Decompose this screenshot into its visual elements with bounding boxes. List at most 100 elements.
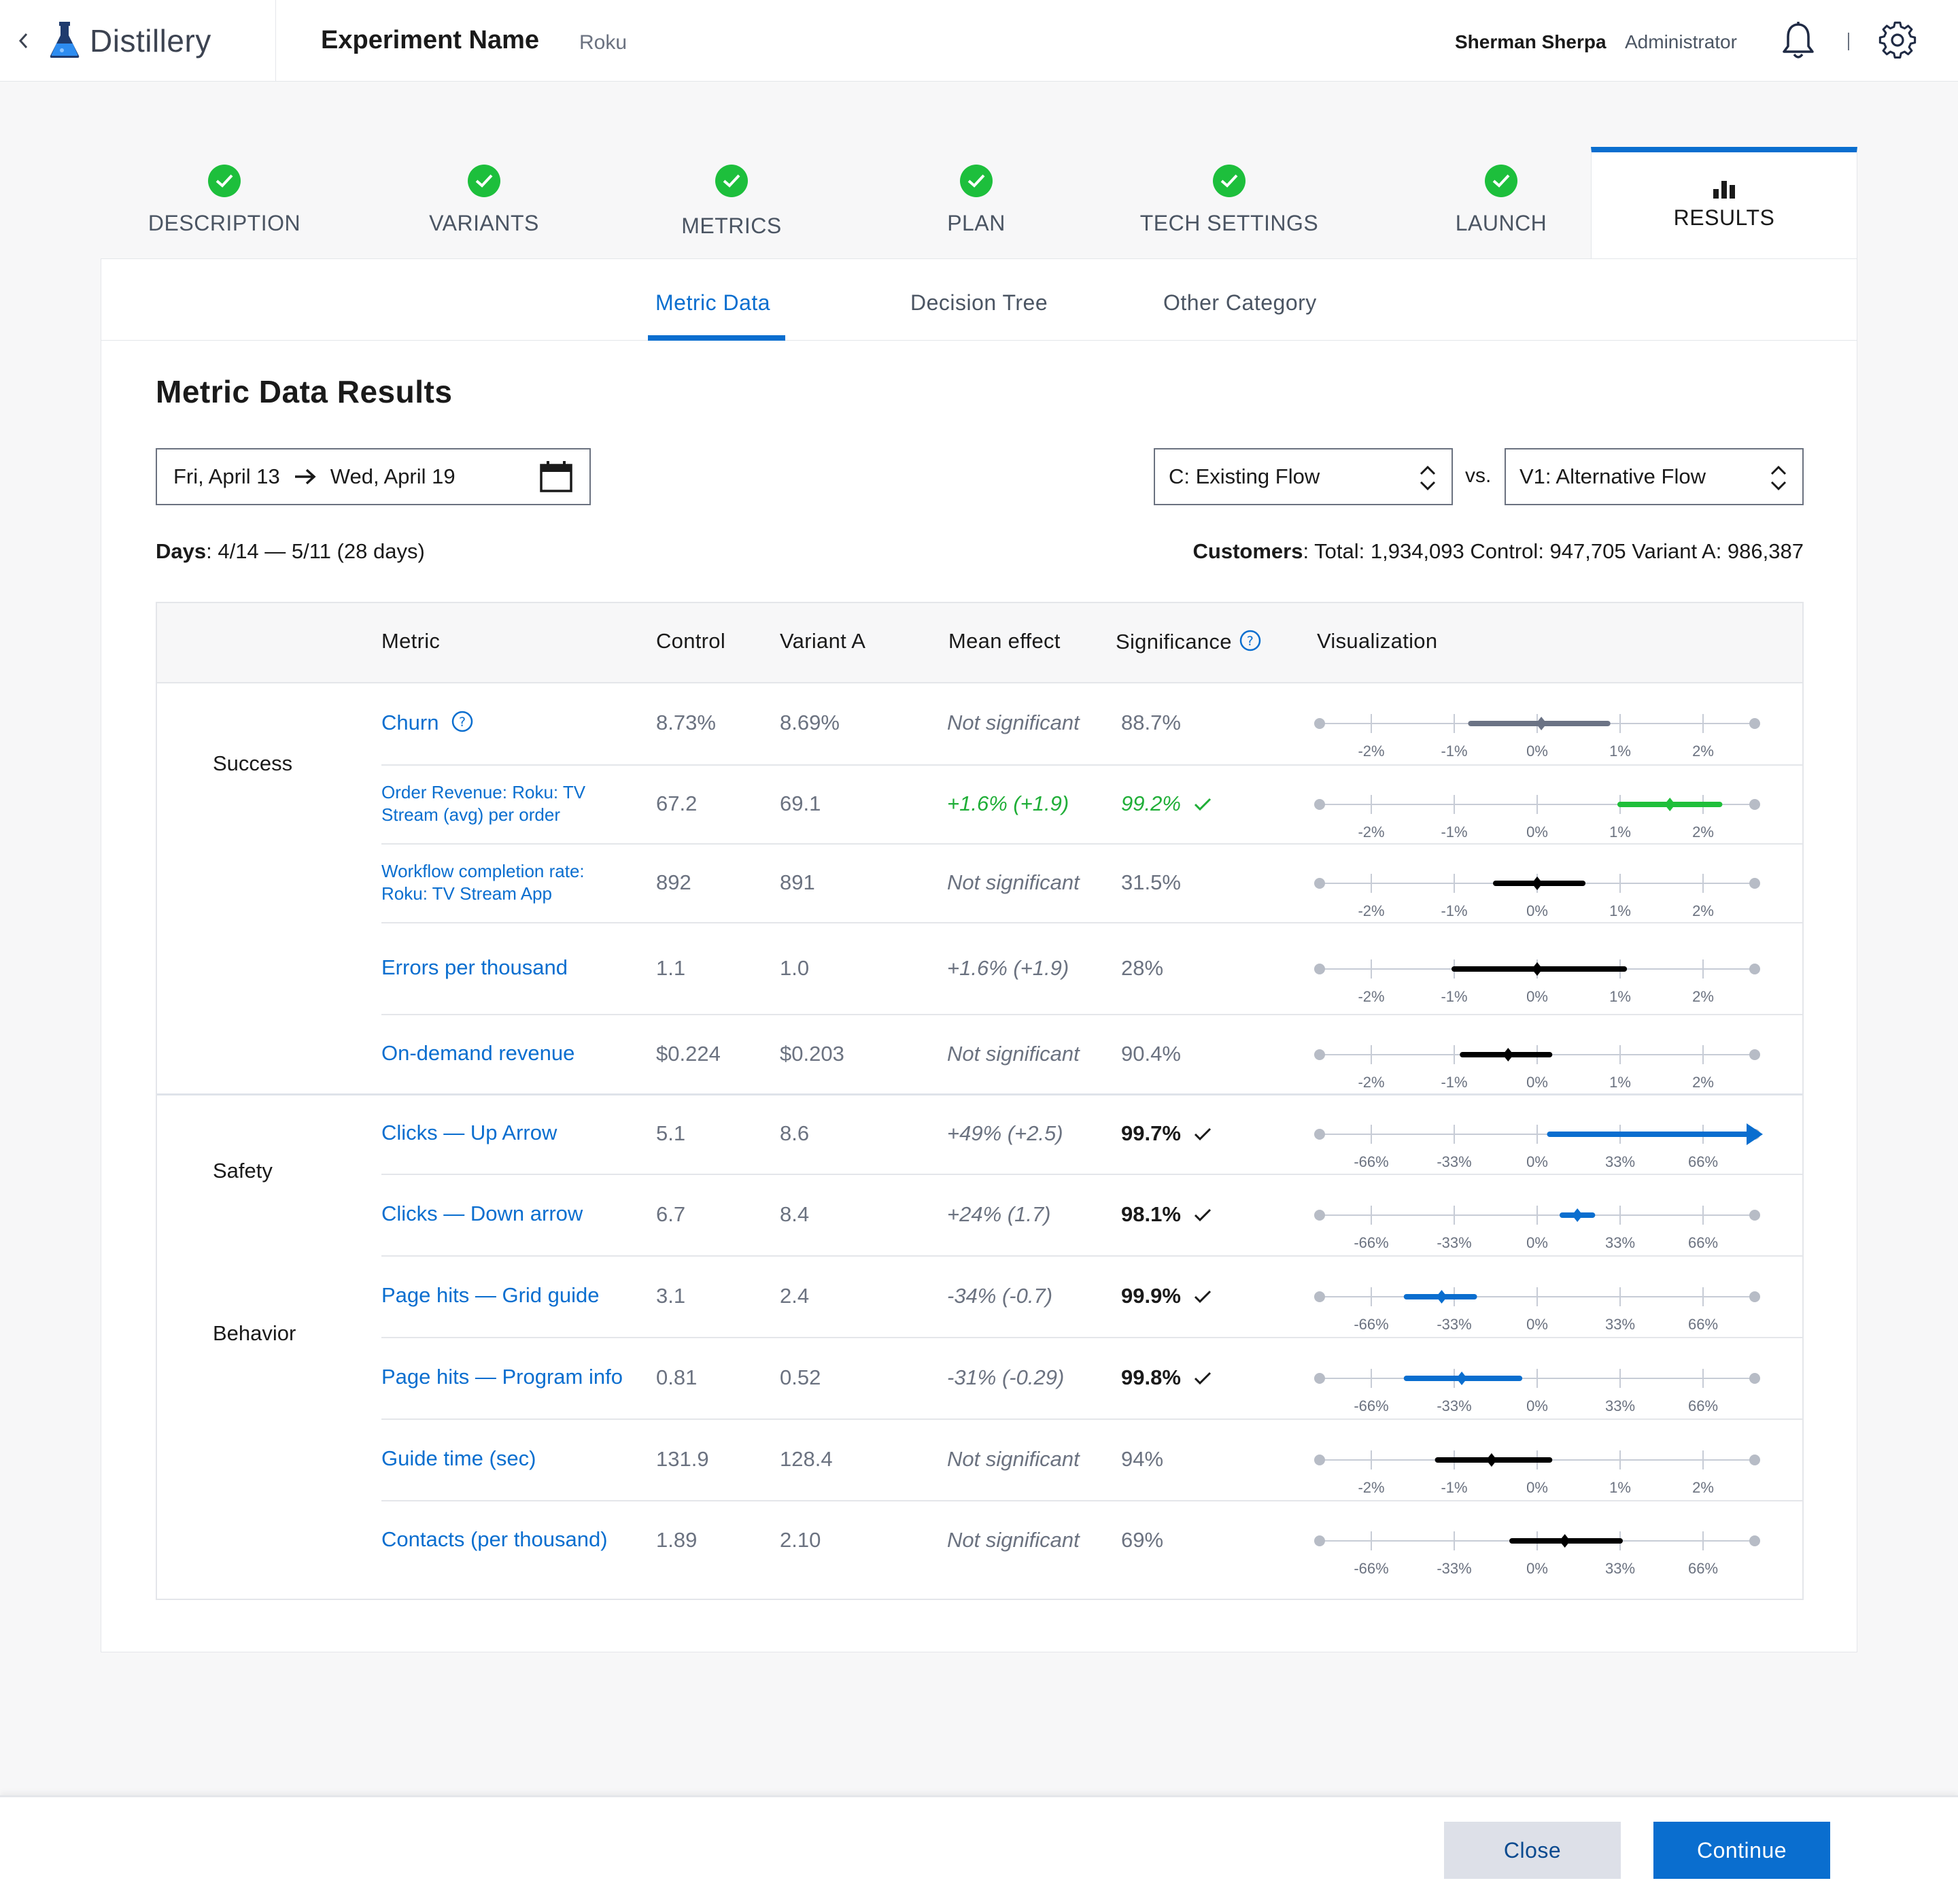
significance-value: 98.1%: [1121, 1202, 1212, 1228]
metric-name: Contacts (per thousand): [381, 1527, 608, 1551]
wizard-steps: DESCRIPTION VARIANTS METRICS PLAN TECH S…: [101, 147, 1857, 260]
days-label: Days: [156, 539, 207, 563]
variant-select-value: V1: Alternative Flow: [1519, 464, 1706, 488]
vs-label: vs.: [1465, 464, 1492, 487]
step-metrics[interactable]: METRICS: [608, 147, 855, 260]
metric-link[interactable]: Order Revenue: Roku: TV Stream (avg) per…: [381, 781, 626, 826]
checkmark-icon: [1193, 1285, 1212, 1310]
mean-point: [1502, 1047, 1514, 1061]
axis-tick-label: -66%: [1354, 1153, 1388, 1170]
page-title: Metric Data Results: [156, 374, 453, 409]
close-button[interactable]: Close: [1444, 1822, 1621, 1879]
date-range-picker[interactable]: Fri, April 13 Wed, April 19: [156, 448, 591, 505]
axis-endpoint: [1314, 718, 1325, 729]
step-tech-settings[interactable]: TECH SETTINGS: [1093, 147, 1365, 260]
axis-tick-label: 0%: [1526, 1074, 1548, 1091]
axis-tick-label: -33%: [1437, 1234, 1471, 1251]
significance-value: 99.8%: [1121, 1365, 1212, 1391]
mean-effect-value: Not significant: [947, 1528, 1080, 1552]
significance-value: 31.5%: [1121, 870, 1181, 895]
metric-name: Guide time (sec): [381, 1446, 536, 1470]
axis-tick-label: 1%: [1609, 902, 1631, 919]
axis-tick-label: 0%: [1526, 988, 1548, 1005]
effect-visualization: -66% -33% 0% 33% 66%: [1314, 1206, 1760, 1251]
table-row: Clicks — Up Arrow 5.1 8.6 +49% (+2.5) 99.7% -…: [157, 1094, 1802, 1174]
row-divider: [381, 764, 1804, 766]
metric-link[interactable]: Churn?: [381, 710, 474, 738]
axis-tick-label: 0%: [1526, 1234, 1548, 1251]
row-divider: [381, 1174, 1804, 1175]
significance-value: 99.2%: [1121, 792, 1212, 817]
control-value: 3.1: [656, 1284, 686, 1308]
axis-tick-label: 33%: [1605, 1153, 1635, 1170]
metric-link[interactable]: Contacts (per thousand): [381, 1527, 608, 1552]
axis-endpoint: [1749, 963, 1760, 974]
mean-point: [1532, 877, 1543, 890]
axis-tick-label: 66%: [1688, 1234, 1718, 1251]
metric-link[interactable]: Clicks — Down arrow: [381, 1202, 583, 1226]
step-launch[interactable]: LAUNCH: [1377, 147, 1625, 260]
axis-tick-label: 66%: [1688, 1153, 1718, 1170]
help-circle-icon[interactable]: ?: [1239, 629, 1262, 658]
axis-endpoint: [1749, 1455, 1760, 1465]
continue-button[interactable]: Continue: [1653, 1822, 1830, 1879]
metric-name: Workflow completion rate: Roku: TV Strea…: [381, 861, 585, 904]
metric-link[interactable]: On-demand revenue: [381, 1041, 574, 1066]
app-logo[interactable]: Distillery: [49, 19, 211, 63]
header-metric: Metric: [381, 629, 441, 653]
control-value: 1.1: [656, 955, 686, 980]
experiment-subtitle: Roku: [579, 31, 628, 54]
axis-tick-label: 2%: [1692, 823, 1714, 840]
group-label-success: Success: [213, 751, 293, 775]
step-label: RESULTS: [1673, 205, 1775, 230]
axis-tick-label: 66%: [1688, 1397, 1718, 1414]
axis-endpoint: [1314, 799, 1325, 810]
metric-link[interactable]: Clicks — Up Arrow: [381, 1121, 557, 1145]
back-chevron-icon[interactable]: [10, 27, 37, 54]
control-variant-select[interactable]: C: Existing Flow: [1154, 448, 1453, 505]
tab-decision-tree[interactable]: Decision Tree: [910, 290, 1048, 315]
axis-tick-label: -1%: [1441, 1074, 1467, 1091]
axis-endpoint: [1749, 878, 1760, 889]
axis-tick-label: -33%: [1437, 1153, 1471, 1170]
tab-other-category[interactable]: Other Category: [1163, 290, 1317, 315]
user-name[interactable]: Sherman Sherpa: [1455, 31, 1607, 52]
bar-chart-icon: [1713, 171, 1735, 199]
mean-point: [1456, 1372, 1468, 1385]
step-plan[interactable]: PLAN: [853, 147, 1100, 260]
axis-endpoint: [1749, 718, 1760, 729]
step-description[interactable]: DESCRIPTION: [101, 147, 348, 260]
variant-value: 8.69%: [780, 711, 840, 734]
metric-link[interactable]: Workflow completion rate: Roku: TV Strea…: [381, 860, 626, 905]
calendar-icon[interactable]: [539, 460, 573, 493]
check-circle-icon: [208, 165, 241, 197]
header-significance: Significance?: [1116, 629, 1262, 658]
metric-link[interactable]: Page hits — Program info: [381, 1365, 623, 1389]
axis-tick-label: -66%: [1354, 1316, 1388, 1333]
metric-link[interactable]: Errors per thousand: [381, 955, 568, 980]
significance-text: 94%: [1121, 1447, 1164, 1471]
effect-visualization: -66% -33% 0% 33% 66%: [1314, 1369, 1760, 1414]
flask-icon: [49, 20, 80, 62]
header-variant: Variant A: [780, 629, 866, 653]
significance-text: 69%: [1121, 1528, 1164, 1552]
effect-visualization: -66% -33% 0% 33% 66%: [1314, 1287, 1760, 1333]
comparison-variant-select[interactable]: V1: Alternative Flow: [1505, 448, 1804, 505]
tab-metric-data[interactable]: Metric Data: [655, 290, 771, 315]
step-results[interactable]: RESULTS: [1591, 147, 1857, 260]
bell-icon[interactable]: [1779, 20, 1817, 61]
active-tab-indicator: [648, 335, 785, 341]
mean-effect-value: Not significant: [947, 870, 1080, 894]
variant-value: $0.203: [780, 1041, 844, 1066]
control-select-value: C: Existing Flow: [1169, 464, 1320, 488]
top-header: Distillery Experiment Name Roku Sherman …: [0, 0, 1958, 82]
help-circle-icon[interactable]: ?: [451, 710, 474, 738]
metric-link[interactable]: Page hits — Grid guide: [381, 1283, 600, 1308]
metric-name: Errors per thousand: [381, 955, 568, 979]
step-variants[interactable]: VARIANTS: [360, 147, 608, 260]
axis-tick-label: 0%: [1526, 1560, 1548, 1577]
metric-link[interactable]: Guide time (sec): [381, 1446, 536, 1471]
gear-icon[interactable]: [1878, 20, 1917, 60]
mean-point: [1436, 1290, 1447, 1304]
customers-label: Customers: [1192, 539, 1303, 563]
